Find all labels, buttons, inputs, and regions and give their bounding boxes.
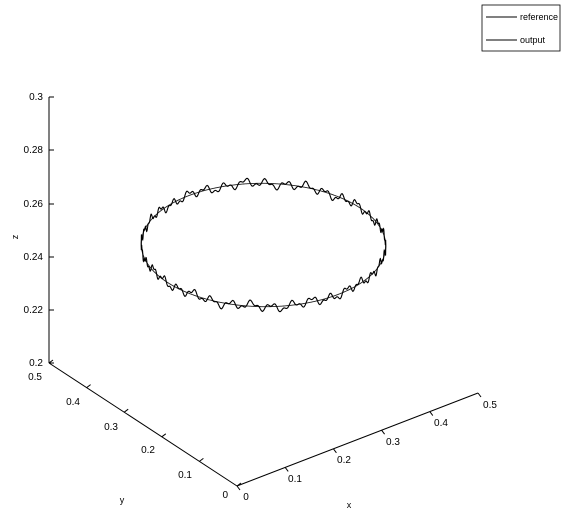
y-tick-0 (236, 482, 242, 487)
legend-label-reference: reference (520, 12, 558, 22)
z-tick-label-3: 0.26 (24, 199, 44, 210)
y-ticks: 0.5 0.4 0.3 0.2 0.1 0 (28, 359, 242, 501)
x-tick-4 (429, 411, 434, 416)
y-tick-label-2: 0.2 (141, 445, 155, 456)
y-axis-line (48, 362, 238, 487)
series-output-line (140, 177, 387, 313)
x-tick-label-1: 0.1 (288, 474, 302, 485)
z-axis-label: z (10, 234, 20, 239)
z-tick-label-5: 0.3 (29, 92, 43, 103)
y-tick-label-3: 0.3 (104, 422, 118, 433)
y-tick-1 (199, 457, 204, 462)
z-tick-label-4: 0.28 (24, 145, 44, 156)
y-tick-2 (161, 433, 167, 438)
x-ticks: 0 0.1 0.2 0.3 0.4 0.5 (236, 392, 497, 503)
x-tick-label-0: 0 (243, 492, 249, 503)
legend: reference output (481, 4, 561, 52)
y-tick-label-0: 0 (222, 490, 228, 501)
x-tick-label-3: 0.3 (386, 437, 400, 448)
z-tick-label-0: 0.2 (29, 358, 43, 369)
x-tick-label-2: 0.2 (337, 455, 351, 466)
x-tick-1 (284, 467, 289, 472)
x-axis-line (236, 392, 479, 487)
legend-box (481, 4, 561, 52)
y-tick-label-1: 0.1 (178, 470, 192, 481)
y-axis-label: y (120, 495, 125, 505)
y-tick-5 (48, 359, 54, 364)
y-tick-3 (123, 408, 129, 413)
x-tick-2 (332, 448, 337, 454)
x-tick-3 (381, 429, 386, 435)
x-tick-0 (236, 485, 241, 491)
y-tick-label-4: 0.4 (66, 397, 80, 408)
x-tick-5 (477, 392, 482, 398)
z-ticks: 0.2 0.22 0.24 0.26 0.28 0.3 (24, 92, 54, 369)
z-tick-label-1: 0.22 (24, 305, 44, 316)
z-tick-label-2: 0.24 (24, 252, 44, 263)
x-axis-label: x (347, 500, 352, 510)
legend-label-output: output (520, 35, 546, 45)
x-tick-label-5: 0.5 (483, 400, 497, 411)
y-tick-4 (86, 384, 91, 389)
x-tick-label-4: 0.4 (434, 418, 448, 429)
y-tick-label-5: 0.5 (28, 372, 42, 383)
